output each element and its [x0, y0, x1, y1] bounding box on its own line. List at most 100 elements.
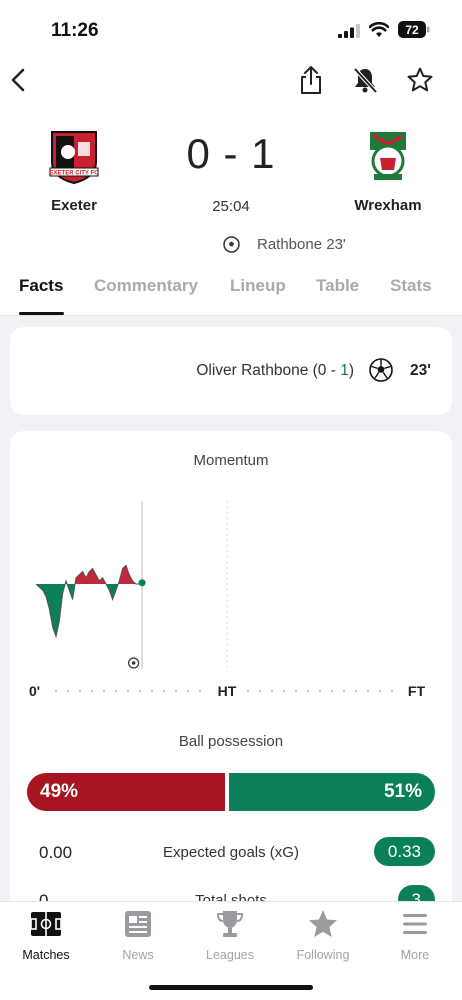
- axis-dot: [55, 690, 57, 692]
- match-clock: 25:04: [212, 198, 250, 215]
- current-minute-dot: [138, 579, 146, 587]
- axis-dot: [307, 690, 309, 692]
- battery-icon: 72: [398, 21, 430, 38]
- bell-muted-icon: [353, 67, 378, 94]
- match-stats-card: Momentum 0' HT FT Ball possession 49% 51% …: [10, 431, 452, 951]
- axis-dot: [175, 690, 177, 692]
- axis-dot: [115, 690, 117, 692]
- trophy-icon: [216, 911, 244, 937]
- star-icon: [309, 910, 337, 937]
- axis-dot: [319, 690, 321, 692]
- menu-icon: [403, 914, 427, 934]
- possession-home-bar: 49%: [27, 773, 225, 811]
- goal-summary: Rathbone 23': [0, 234, 462, 256]
- home-team-name[interactable]: Exeter: [51, 197, 97, 214]
- tab-commentary[interactable]: Commentary: [94, 276, 198, 295]
- axis-dot: [127, 690, 129, 692]
- axis-dot: [271, 690, 273, 692]
- tab-stats[interactable]: Stats: [390, 276, 432, 295]
- goal-event-away-score: 1: [340, 362, 349, 379]
- bottom-navigation: Matches News Leagues Following: [0, 901, 462, 1000]
- star-icon: [407, 67, 433, 92]
- nav-news[interactable]: News: [92, 908, 184, 962]
- scoreboard: EXETER CITY FC Exeter 0 - 1 25:04 Wrexha…: [0, 122, 462, 222]
- axis-label-fulltime: FT: [408, 683, 426, 699]
- axis-dot: [67, 690, 69, 692]
- momentum-chart[interactable]: 0' HT FT: [10, 491, 452, 711]
- home-indicator: [149, 985, 313, 990]
- stat-row-xg: 0.00 Expected goals (xG) 0.33: [10, 837, 452, 867]
- stat-home-value: 0: [39, 891, 48, 911]
- axis-dot: [139, 690, 141, 692]
- favorite-button[interactable]: [402, 62, 438, 98]
- goal-event-player: Oliver Rathbone (0 -: [196, 362, 341, 379]
- axis-label-halftime: HT: [218, 683, 237, 699]
- nav-label: More: [400, 948, 430, 962]
- tab-facts[interactable]: Facts: [19, 276, 64, 295]
- wifi-icon: [369, 22, 389, 37]
- mute-notifications-button[interactable]: [347, 62, 383, 98]
- axis-dot: [367, 690, 369, 692]
- goal-summary-text: Rathbone 23': [257, 236, 346, 253]
- possession-away-bar: 51%: [229, 773, 435, 811]
- axis-dot: [79, 690, 81, 692]
- axis-dot: [379, 690, 381, 692]
- momentum-home-area: [36, 565, 143, 584]
- axis-label-start: 0': [29, 683, 40, 699]
- possession-home-value: 49%: [40, 781, 79, 802]
- signal-icon: [338, 24, 360, 38]
- axis-dot: [103, 690, 105, 692]
- axis-dot: [283, 690, 285, 692]
- match-tabs: Facts Commentary Lineup Table Stats: [0, 272, 462, 316]
- active-tab-indicator: [19, 312, 64, 315]
- axis-dot: [355, 690, 357, 692]
- nav-label: Leagues: [206, 948, 254, 962]
- navigation-bar: [0, 62, 462, 102]
- football-icon: [369, 358, 393, 382]
- momentum-away-area: [36, 584, 143, 637]
- axis-dot: [391, 690, 393, 692]
- axis-dot: [187, 690, 189, 692]
- back-button[interactable]: [0, 62, 36, 98]
- axis-dot: [343, 690, 345, 692]
- axis-dot: [295, 690, 297, 692]
- exeter-crest[interactable]: EXETER CITY FC: [46, 128, 102, 184]
- tab-lineup[interactable]: Lineup: [230, 276, 286, 295]
- axis-dot: [199, 690, 201, 692]
- axis-dot: [259, 690, 261, 692]
- nav-leagues[interactable]: Leagues: [184, 908, 276, 962]
- possession-away-value: 51%: [383, 781, 422, 802]
- possession-title: Ball possession: [178, 733, 284, 750]
- status-bar: 11:26 72: [0, 18, 462, 44]
- share-icon: [301, 66, 321, 94]
- goal-marker-dot: [131, 661, 136, 665]
- pitch-icon: [30, 912, 62, 936]
- goal-event-text: Oliver Rathbone (0 - 1): [196, 362, 354, 380]
- momentum-title: Momentum: [193, 452, 269, 469]
- axis-dot: [151, 690, 153, 692]
- football-icon: [223, 236, 240, 253]
- battery-level: 72: [405, 23, 419, 37]
- stat-away-value: 0.33: [373, 837, 435, 866]
- share-button[interactable]: [293, 62, 329, 98]
- nav-label: News: [122, 948, 154, 962]
- wrexham-crest[interactable]: [360, 128, 416, 184]
- stat-label: Expected goals (xG): [163, 844, 299, 861]
- axis-dot: [91, 690, 93, 692]
- goal-event-card[interactable]: Oliver Rathbone (0 - 1) 23': [10, 327, 452, 415]
- newspaper-icon: [125, 911, 151, 937]
- match-score: 0 - 1: [186, 130, 276, 177]
- nav-matches[interactable]: Matches: [0, 908, 92, 962]
- back-icon: [11, 68, 25, 92]
- goal-event-minute: 23': [410, 362, 431, 379]
- goal-event-close: ): [348, 362, 354, 379]
- nav-following[interactable]: Following: [277, 908, 369, 962]
- nav-more[interactable]: More: [369, 908, 461, 962]
- axis-dot: [163, 690, 165, 692]
- away-team-name[interactable]: Wrexham: [354, 197, 422, 214]
- match-header: 11:26 72: [0, 0, 462, 316]
- axis-dot: [247, 690, 249, 692]
- tab-table[interactable]: Table: [316, 276, 360, 295]
- nav-label: Matches: [22, 948, 70, 962]
- momentum-line: [35, 564, 143, 639]
